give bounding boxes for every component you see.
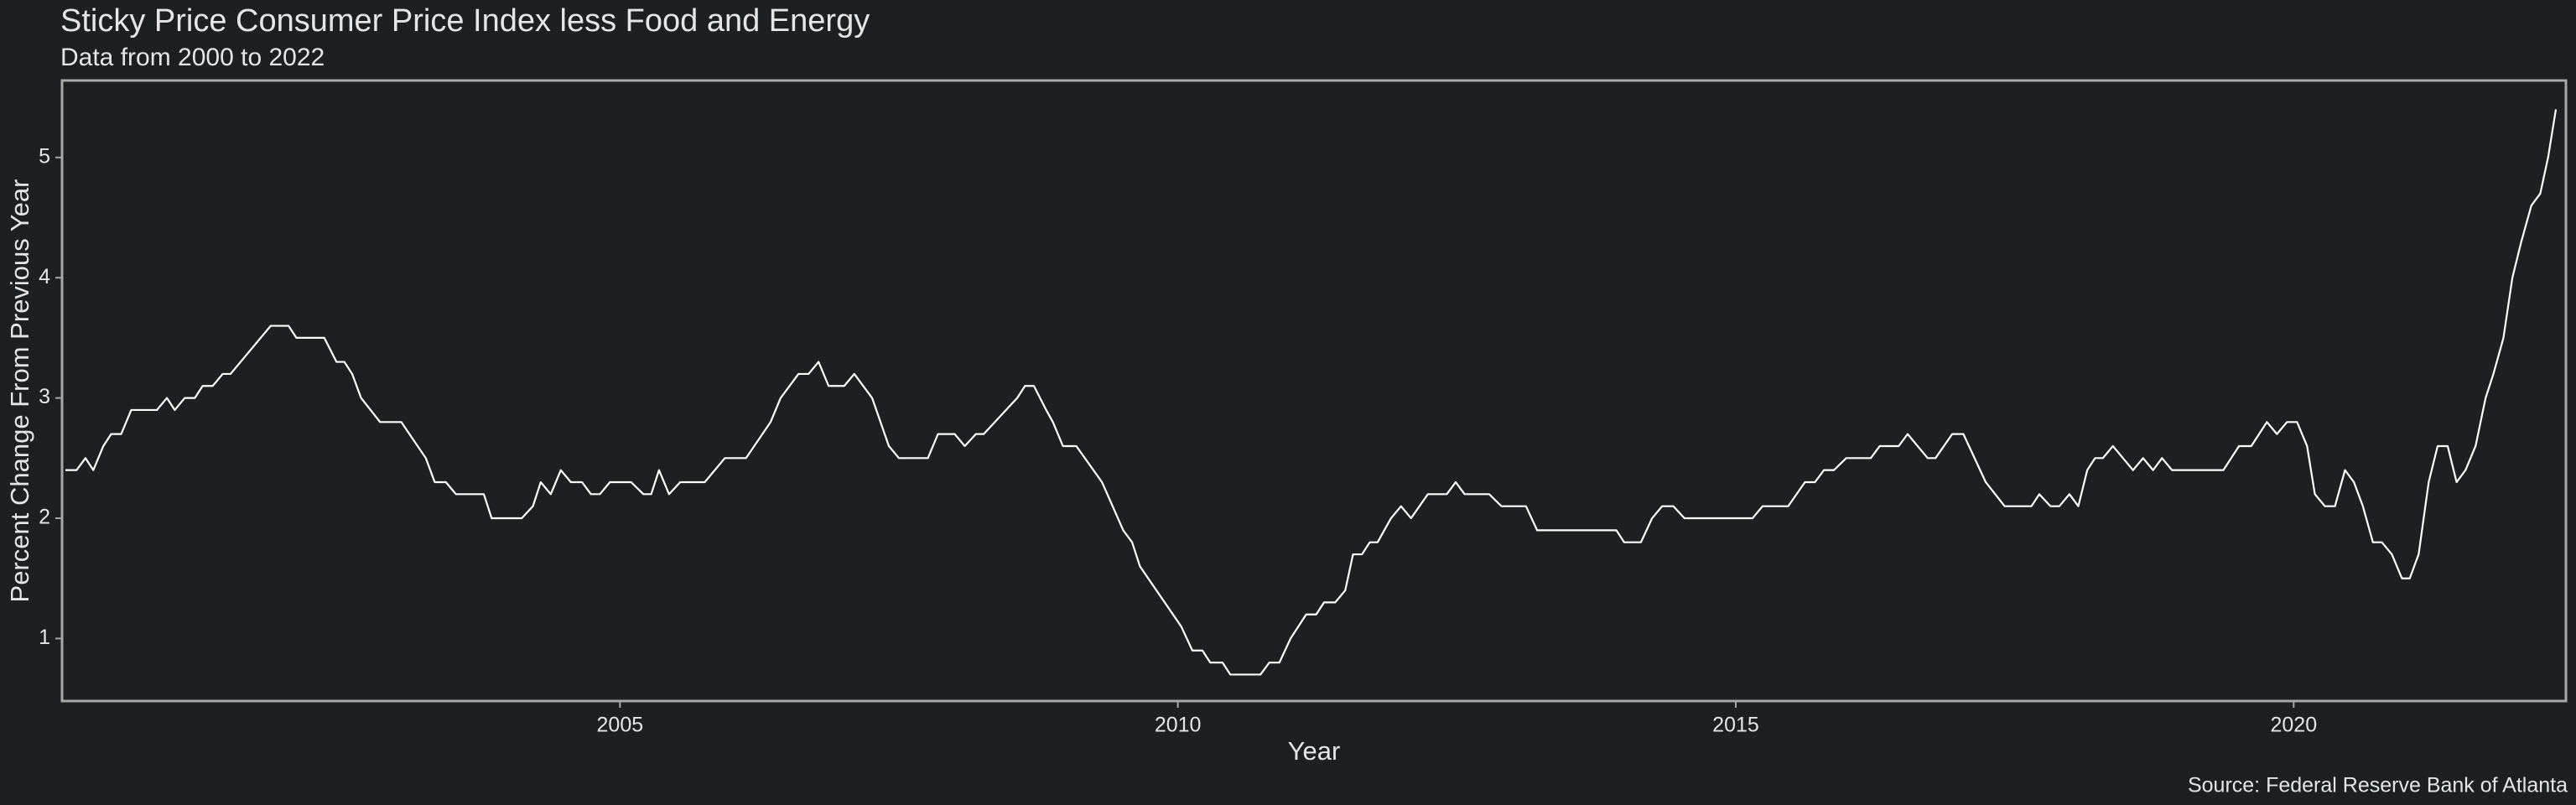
x-tick-label: 2015 xyxy=(1712,714,1759,737)
y-axis-title: Percent Change From Previous Year xyxy=(5,179,34,603)
y-tick-label: 1 xyxy=(39,626,50,649)
panel-border xyxy=(60,79,2568,703)
chart-subtitle: Data from 2000 to 2022 xyxy=(60,44,325,71)
y-tick-label: 5 xyxy=(39,144,50,168)
x-tick-label: 2010 xyxy=(1155,714,1202,737)
x-tick-label: 2005 xyxy=(597,714,644,737)
caption: Source: Federal Reserve Bank of Atlanta xyxy=(2188,774,2568,797)
y-tick-label: 2 xyxy=(39,506,50,529)
x-axis-title: Year xyxy=(1288,736,1341,766)
chart-title: Sticky Price Consumer Price Index less F… xyxy=(60,3,870,39)
y-tick-label: 3 xyxy=(39,385,50,408)
y-tick-label: 4 xyxy=(39,265,50,288)
x-tick-label: 2020 xyxy=(2271,714,2318,737)
data-line xyxy=(65,109,2558,676)
